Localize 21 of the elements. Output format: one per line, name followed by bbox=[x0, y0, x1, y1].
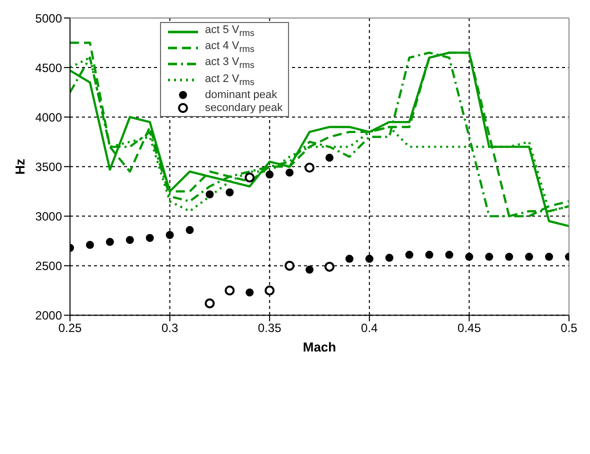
x-tick-label: 0.3 bbox=[161, 320, 178, 335]
y-tick-label: 5000 bbox=[35, 11, 62, 26]
y-tick-label: 3000 bbox=[35, 209, 62, 224]
legend-label: act 5 V$_{rms}$ bbox=[205, 24, 255, 40]
y-tick-label: 4500 bbox=[35, 60, 62, 75]
legend-label: act 3 V$_{rms}$ bbox=[205, 56, 255, 72]
legend-label: act 4 V$_{rms}$ bbox=[205, 40, 255, 56]
x-tick-label: 0.25 bbox=[58, 320, 82, 335]
y-tick-label: 2000 bbox=[35, 308, 62, 323]
x-tick-label: 0.45 bbox=[458, 320, 482, 335]
y-tick-label: 4000 bbox=[35, 110, 62, 124]
x-tick-label: 0.35 bbox=[258, 320, 282, 335]
legend-label: secondary peak bbox=[205, 102, 283, 114]
y-axis-title: Hz bbox=[12, 158, 28, 175]
x-tick-label: 0.4 bbox=[361, 320, 378, 335]
legend-label: dominant peak bbox=[205, 88, 278, 101]
x-axis-title: Mach bbox=[302, 339, 336, 354]
y-tick-label: 2500 bbox=[35, 258, 62, 273]
y-tick-label: 3500 bbox=[35, 160, 62, 174]
legend-label: act 2 V$_{rms}$ bbox=[205, 72, 255, 88]
x-tick-label: 0.5 bbox=[560, 320, 578, 335]
